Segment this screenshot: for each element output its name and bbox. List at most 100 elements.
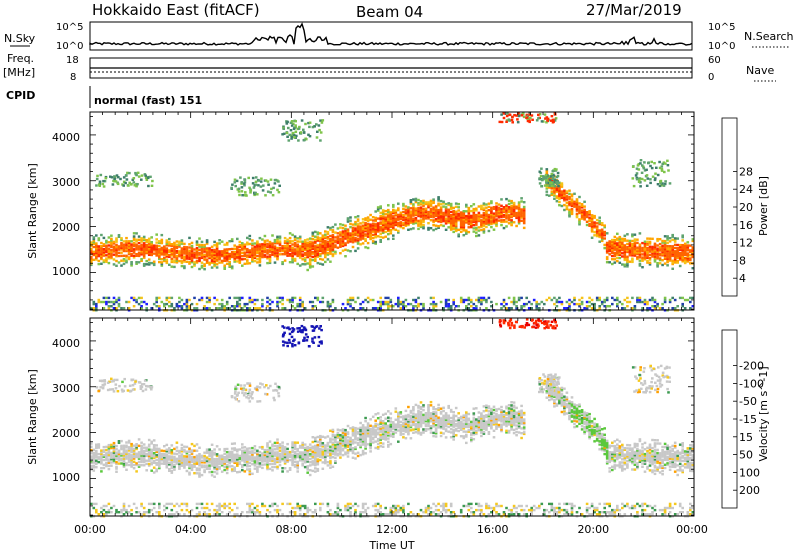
heatmap-cell: [285, 131, 289, 135]
heatmap-cell: [223, 243, 226, 246]
heatmap-cell: [573, 298, 576, 302]
heatmap-cell: [631, 252, 634, 255]
heatmap-cell: [467, 218, 471, 221]
heatmap-cell: [470, 217, 473, 221]
heatmap-cell: [273, 451, 277, 454]
heatmap-cell: [361, 227, 365, 231]
heatmap-cell: [414, 300, 418, 304]
heatmap-cell: [220, 305, 224, 308]
heatmap-cell: [303, 242, 307, 245]
heatmap-cell: [409, 219, 413, 223]
heatmap-cell: [190, 452, 194, 455]
heatmap-cell: [344, 255, 347, 258]
heatmap-cell: [442, 202, 445, 205]
heatmap-cell: [681, 302, 684, 306]
heatmap-cell: [412, 227, 415, 230]
heatmap-cell: [427, 206, 430, 209]
heatmap-cell: [160, 452, 164, 456]
heatmap-cell: [218, 457, 221, 461]
heatmap-cell: [286, 502, 289, 506]
heatmap-cell: [598, 307, 601, 310]
heatmap-cell: [137, 251, 141, 254]
heatmap-cell: [165, 255, 169, 258]
heatmap-cell: [308, 248, 312, 251]
heatmap-cell: [150, 250, 153, 253]
heatmap-cell: [261, 189, 265, 192]
heatmap-cell: [603, 232, 606, 235]
heatmap-cell: [645, 168, 648, 171]
heatmap-cell: [505, 225, 508, 228]
heatmap-cell: [142, 460, 146, 464]
heatmap-cell: [246, 460, 249, 463]
heatmap-cell: [417, 296, 420, 300]
heatmap-cell: [608, 249, 611, 253]
heatmap-cell: [492, 218, 496, 222]
heatmap-cell: [557, 184, 560, 188]
heatmap-cell: [236, 237, 239, 241]
heatmap-cell: [137, 235, 141, 238]
heatmap-cell: [107, 467, 111, 471]
heatmap-cell: [628, 260, 632, 263]
heatmap-cell: [125, 259, 128, 262]
heatmap-cell: [175, 502, 179, 506]
heatmap-cell: [424, 212, 428, 215]
heatmap-cell: [122, 502, 126, 506]
heatmap-cell: [628, 300, 632, 304]
heatmap-cell: [215, 464, 219, 467]
heatmap-cell: [666, 256, 669, 259]
heatmap-cell: [296, 246, 299, 250]
heatmap-cell: [125, 457, 128, 460]
heatmap-cell: [246, 254, 249, 257]
heatmap-cell: [412, 222, 415, 225]
power-y-tick-2000: 2000: [52, 221, 80, 234]
heatmap-cell: [228, 450, 231, 454]
heatmap-cell: [306, 243, 309, 246]
heatmap-cell: [200, 502, 204, 506]
heatmap-cell: [266, 463, 269, 466]
heatmap-cell: [158, 455, 161, 459]
heatmap-cell: [361, 229, 365, 232]
heatmap-cell: [230, 468, 234, 471]
heatmap-cell: [485, 219, 488, 222]
heatmap-cell: [256, 457, 259, 460]
heatmap-cell: [215, 253, 219, 256]
heatmap-cell: [444, 217, 448, 220]
heatmap-cell: [346, 220, 350, 223]
heatmap-cell: [289, 129, 293, 132]
heatmap-cell: [376, 230, 380, 233]
heatmap-cell: [404, 208, 408, 211]
heatmap-cell: [183, 464, 186, 468]
heatmap-cell: [150, 451, 153, 455]
heatmap-cell: [92, 237, 96, 241]
heatmap-cell: [251, 446, 254, 450]
heatmap-cell: [248, 186, 251, 189]
heatmap-cell: [173, 252, 176, 256]
heatmap-cell: [215, 250, 219, 253]
heatmap-cell: [434, 218, 438, 221]
heatmap-cell: [658, 307, 662, 310]
heatmap-cell: [613, 245, 617, 248]
heatmap-cell: [681, 248, 684, 252]
cpid-label: CPID: [6, 89, 35, 102]
velocity-heatmap-cells: [90, 318, 695, 518]
heatmap-cell: [308, 251, 312, 255]
heatmap-cell: [132, 235, 136, 238]
heatmap-cell: [210, 502, 214, 506]
heatmap-cell: [236, 247, 239, 250]
heatmap-cell: [215, 513, 219, 516]
heatmap-cell: [263, 254, 267, 257]
heatmap-cell: [593, 216, 596, 219]
heatmap-cell: [261, 298, 264, 302]
heatmap-cell: [248, 450, 252, 453]
heatmap-cell: [165, 247, 169, 250]
heatmap-cell: [293, 248, 297, 251]
heatmap-cell: [673, 256, 677, 259]
heatmap-cell: [225, 302, 229, 306]
heatmap-cell: [319, 254, 322, 257]
heatmap-cell: [505, 207, 508, 210]
heatmap-cell: [248, 249, 252, 252]
heatmap-cell: [251, 182, 255, 185]
heatmap-cell: [467, 219, 471, 223]
heatmap-cell: [291, 305, 294, 308]
heatmap-cell: [127, 454, 131, 457]
